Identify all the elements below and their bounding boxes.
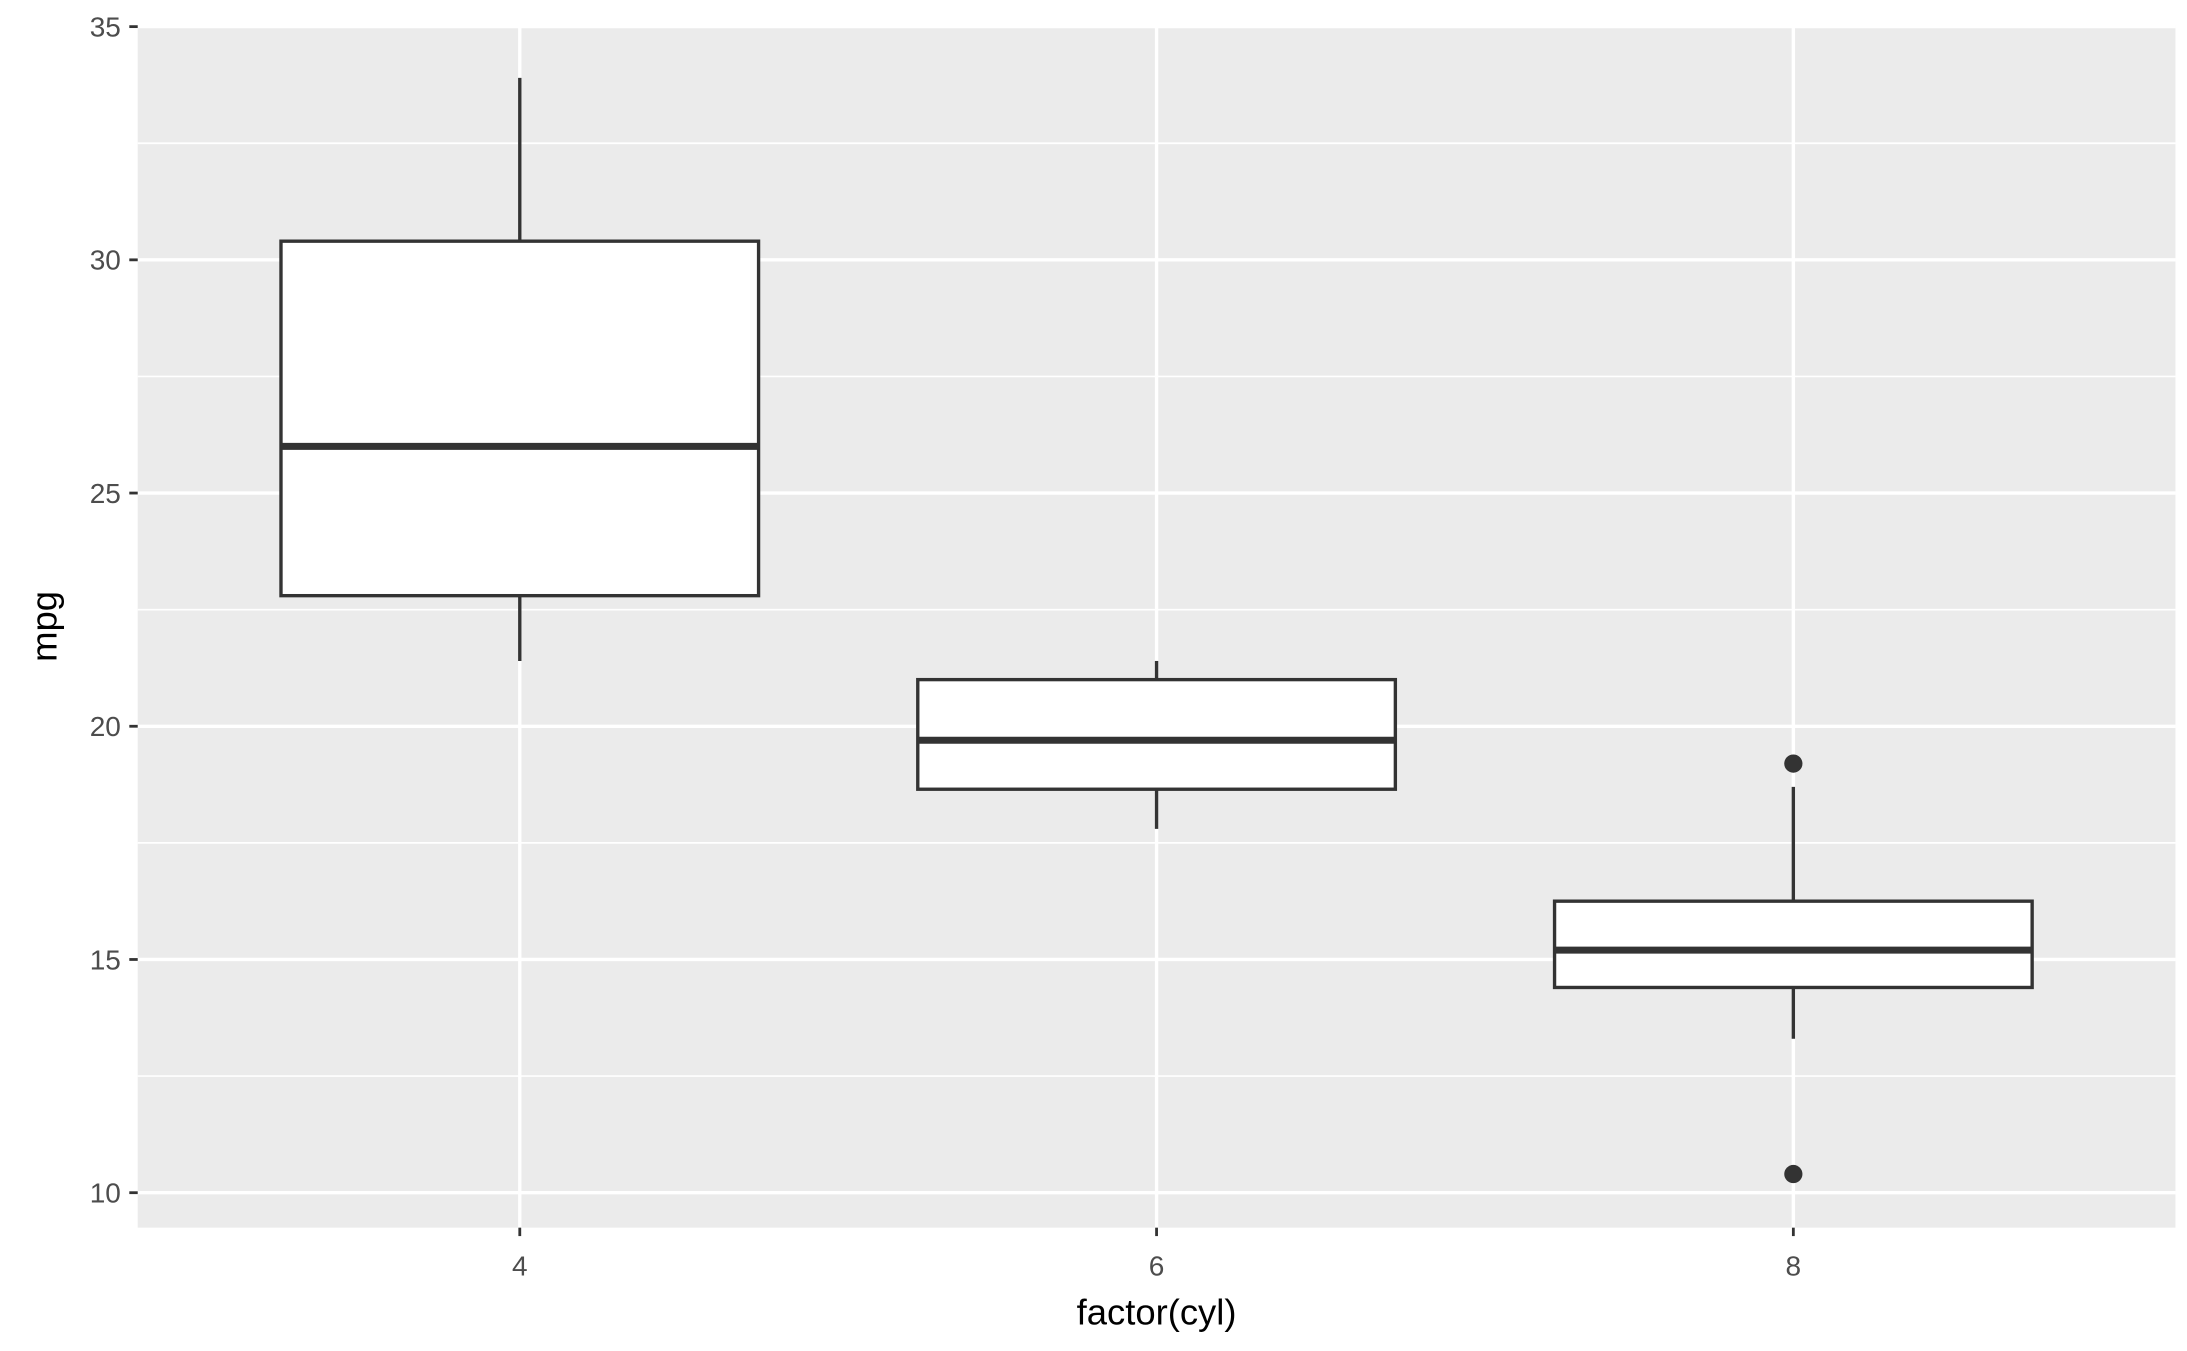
x-tick-label: 4	[512, 1250, 528, 1281]
box	[1552, 899, 2034, 990]
y-tick-label: 15	[90, 944, 121, 975]
y-axis-title: mpg	[23, 591, 64, 662]
box	[916, 677, 1398, 791]
x-axis-title: factor(cyl)	[1077, 1291, 1237, 1332]
box	[279, 239, 761, 598]
y-tick-label: 25	[90, 478, 121, 509]
y-tick-label: 30	[90, 245, 121, 276]
x-tick-label: 8	[1786, 1250, 1802, 1281]
y-tick-label: 20	[90, 711, 121, 742]
outlier	[1784, 754, 1803, 773]
y-tick-label: 10	[90, 1178, 121, 1209]
x-tick-label: 6	[1149, 1250, 1165, 1281]
y-tick-label: 35	[90, 11, 121, 42]
outlier	[1784, 1164, 1803, 1184]
